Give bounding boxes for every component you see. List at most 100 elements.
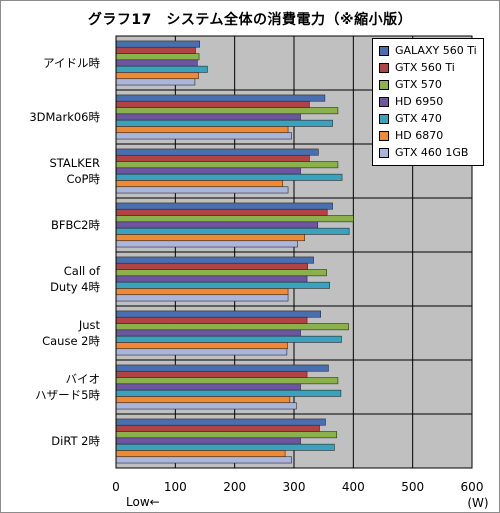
chart-title: グラフ17 システム全体の消費電力（※縮小版） — [87, 12, 413, 28]
bar-galaxy-560-ti — [115, 94, 326, 102]
bar-hd-6950 — [115, 329, 301, 337]
bar-gtx-560-ti — [115, 424, 320, 432]
bar-gtx-570 — [115, 107, 339, 115]
bar-gtx-460-1gb — [115, 78, 196, 86]
low-note: Low← — [126, 495, 160, 509]
bar-gtx-570 — [115, 269, 327, 277]
legend-swatch — [379, 62, 389, 73]
chart-legend: GALAXY 560 Ti GTX 560 Ti GTX 570 HD 6950 GTX… — [372, 38, 484, 166]
legend-item-gtx-560-ti: GTX 560 Ti — [379, 59, 479, 76]
bar-gtx-570 — [115, 161, 339, 169]
bar-galaxy-560-ti — [115, 310, 321, 318]
bar-gtx-470 — [115, 281, 330, 289]
bar-gtx-470 — [115, 119, 333, 127]
bar-gtx-470 — [115, 389, 342, 397]
bar-gtx-460-1gb — [115, 348, 288, 356]
bar-hd-6950 — [115, 437, 301, 445]
legend-swatch — [379, 96, 389, 107]
legend-item-galaxy-560-ti: GALAXY 560 Ti — [379, 42, 479, 59]
bar-gtx-460-1gb — [115, 294, 289, 302]
legend-swatch — [379, 79, 389, 90]
bar-gtx-470 — [115, 173, 343, 181]
category-label: BFBC2時 — [51, 218, 101, 232]
legend-label: GTX 470 — [395, 112, 442, 125]
bar-galaxy-560-ti — [115, 418, 326, 426]
category-label: DiRT 2時 — [51, 434, 100, 448]
bar-hd-6950 — [115, 167, 301, 175]
category-label: アイドル時 — [43, 56, 100, 70]
bar-gtx-570 — [115, 431, 338, 439]
bar-hd-6950 — [115, 221, 319, 229]
category-label: STALKER — [49, 156, 100, 170]
bar-gtx-470 — [115, 335, 342, 343]
x-tick-label: 500 — [401, 480, 424, 494]
bar-gtx-570 — [115, 377, 339, 385]
x-tick-label: 100 — [164, 480, 187, 494]
legend-item-hd-6950: HD 6950 — [379, 93, 479, 110]
x-axis-unit: (W) — [467, 496, 488, 510]
bar-hd-6870 — [115, 126, 289, 134]
bar-gtx-570 — [115, 215, 354, 223]
bar-hd-6950 — [115, 113, 301, 121]
category-label: ハザード5時 — [35, 388, 100, 402]
bar-gtx-560-ti — [115, 208, 328, 216]
bar-gtx-560-ti — [115, 100, 310, 108]
bar-gtx-570 — [115, 53, 200, 61]
bar-galaxy-560-ti — [115, 148, 319, 156]
bar-gtx-560-ti — [115, 370, 308, 378]
legend-item-gtx-470: GTX 470 — [379, 110, 479, 127]
bar-hd-6870 — [115, 288, 289, 296]
category-label: Cause 2時 — [42, 334, 100, 348]
bar-hd-6950 — [115, 59, 198, 67]
bar-gtx-460-1gb — [115, 456, 292, 464]
legend-label: GTX 460 1GB — [395, 146, 469, 159]
category-label: Just — [78, 318, 101, 332]
bar-gtx-560-ti — [115, 262, 308, 270]
bar-gtx-470 — [115, 443, 335, 451]
bar-galaxy-560-ti — [115, 364, 329, 372]
legend-item-gtx-460-1gb: GTX 460 1GB — [379, 144, 479, 161]
legend-swatch — [379, 113, 389, 124]
bar-hd-6870 — [115, 450, 286, 458]
category-label: Duty 4時 — [50, 280, 100, 294]
bar-hd-6950 — [115, 383, 301, 391]
bar-gtx-460-1gb — [115, 402, 297, 410]
legend-swatch — [379, 130, 389, 141]
bar-gtx-470 — [115, 227, 350, 235]
plot-border — [115, 35, 473, 469]
bar-galaxy-560-ti — [115, 202, 333, 210]
bar-gtx-460-1gb — [115, 240, 298, 248]
x-tick-label: 600 — [461, 480, 484, 494]
bar-hd-6950 — [115, 275, 308, 283]
bar-gtx-470 — [115, 65, 208, 73]
bar-hd-6870 — [115, 72, 199, 80]
x-tick-label: 300 — [283, 480, 306, 494]
bar-gtx-570 — [115, 323, 349, 331]
x-tick-label: 0 — [112, 480, 120, 494]
legend-item-hd-6870: HD 6870 — [379, 127, 479, 144]
category-label: Call of — [64, 264, 101, 278]
bar-hd-6870 — [115, 396, 291, 404]
bar-gtx-560-ti — [115, 316, 308, 324]
bar-galaxy-560-ti — [115, 40, 200, 48]
bar-hd-6870 — [115, 342, 288, 350]
x-tick-label: 200 — [223, 480, 246, 494]
bar-gtx-460-1gb — [115, 186, 289, 194]
legend-item-gtx-570: GTX 570 — [379, 76, 479, 93]
category-label: 3DMark06時 — [29, 110, 100, 124]
legend-label: GTX 570 — [395, 78, 442, 91]
category-label: CoP時 — [66, 172, 100, 186]
bar-gtx-560-ti — [115, 46, 196, 54]
legend-swatch — [379, 45, 389, 56]
legend-label: HD 6950 — [395, 95, 444, 108]
bar-hd-6870 — [115, 234, 305, 242]
bar-gtx-560-ti — [115, 154, 310, 162]
x-tick-label: 400 — [342, 480, 365, 494]
bar-galaxy-560-ti — [115, 256, 314, 264]
bar-hd-6870 — [115, 180, 284, 188]
legend-swatch — [379, 147, 389, 158]
legend-label: GTX 560 Ti — [395, 61, 455, 74]
legend-label: HD 6870 — [395, 129, 444, 142]
category-label: バイオ — [66, 372, 101, 386]
